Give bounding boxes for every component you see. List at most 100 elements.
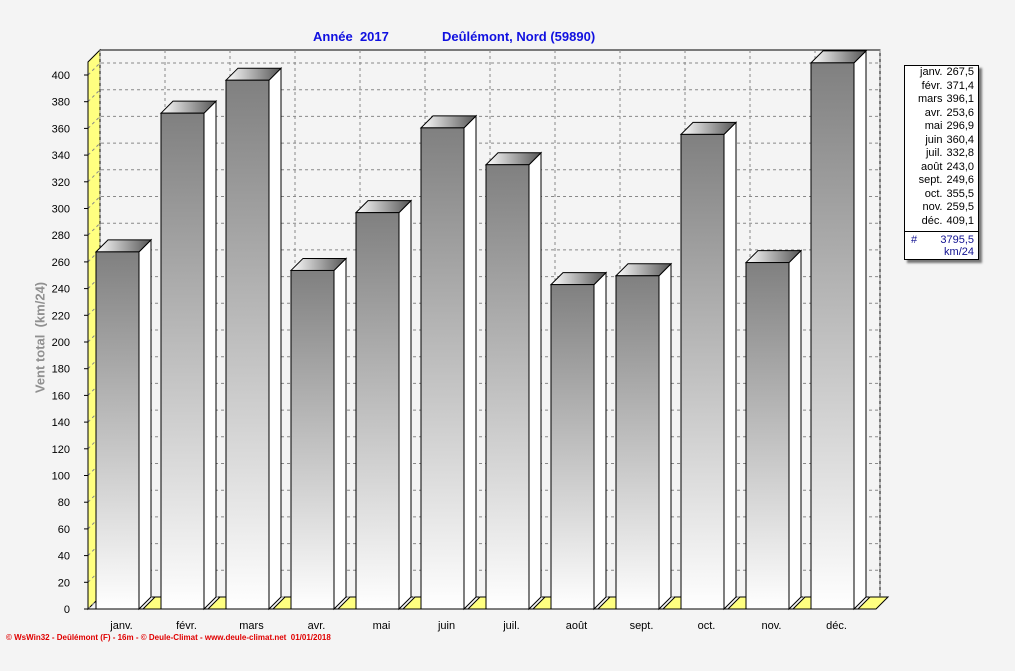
x-tick-label: nov. xyxy=(762,620,782,632)
legend-value: 259,5 xyxy=(946,201,974,213)
bar xyxy=(615,275,660,610)
x-tick-label: sept. xyxy=(630,620,654,632)
legend-row: juil. 332,8 xyxy=(905,147,978,161)
bar-side xyxy=(398,199,412,611)
y-tick-label: 140 xyxy=(52,417,70,429)
bar-side xyxy=(463,114,477,611)
x-tick-label: mai xyxy=(373,620,391,632)
legend-row: nov. 259,5 xyxy=(905,201,978,215)
x-tick-label: août xyxy=(566,620,587,632)
y-tick-label: 400 xyxy=(52,70,70,82)
footer-credit: © WsWin32 - Deûlémont (F) - 16m - © Deul… xyxy=(6,633,331,642)
x-tick-label: avr. xyxy=(308,620,326,632)
bar-side xyxy=(723,121,737,611)
y-tick-label: 300 xyxy=(52,204,70,216)
total-unit: km/24 xyxy=(944,246,974,258)
y-tick-label: 160 xyxy=(52,390,70,402)
y-tick-label: 340 xyxy=(52,150,70,162)
legend-month: déc. xyxy=(921,214,943,227)
legend-month: févr. xyxy=(921,79,943,92)
legend-value: 267,5 xyxy=(946,66,974,78)
total-symbol: # xyxy=(911,234,918,246)
y-tick-label: 60 xyxy=(58,524,70,536)
x-tick-label: janv. xyxy=(109,620,132,632)
legend-row: déc. 409,1 xyxy=(905,215,978,229)
y-tick-label: 380 xyxy=(52,97,70,109)
bar xyxy=(680,133,725,610)
legend-value: 332,8 xyxy=(946,147,974,159)
legend-month: nov. xyxy=(922,201,943,213)
legend-month: août xyxy=(921,160,943,173)
bar xyxy=(550,284,595,610)
gridline xyxy=(87,222,880,236)
legend-row: sept. 249,6 xyxy=(905,174,978,188)
y-tick-label: 200 xyxy=(52,337,70,349)
floor-patch xyxy=(856,596,890,610)
bar-side xyxy=(333,257,347,611)
y-tick-label: 360 xyxy=(52,123,70,135)
y-tick-label: 260 xyxy=(52,257,70,269)
legend-row: avr. 253,6 xyxy=(905,107,978,121)
gridline xyxy=(87,89,880,103)
legend-month: juin xyxy=(925,133,943,146)
bar-side xyxy=(528,151,542,611)
legend-month: oct. xyxy=(924,187,943,200)
bar xyxy=(160,112,205,610)
y-tick-label: 40 xyxy=(58,551,70,563)
bar-side xyxy=(788,249,802,611)
legend-row: janv. 267,5 xyxy=(905,66,978,80)
legend-month: mai xyxy=(924,120,943,132)
y-tick-label: 240 xyxy=(52,284,70,296)
bar-side xyxy=(658,262,672,611)
bar-side xyxy=(203,99,217,611)
legend-value: 249,6 xyxy=(946,174,974,186)
legend-row: juin 360,4 xyxy=(905,134,978,148)
legend-value: 296,9 xyxy=(946,120,974,132)
bar xyxy=(225,79,270,610)
bar-side xyxy=(853,49,867,611)
x-tick-label: juin xyxy=(437,620,455,632)
bar xyxy=(290,269,335,610)
y-tick-label: 320 xyxy=(52,177,70,189)
legend-value: 409,1 xyxy=(946,214,974,227)
x-tick-label: juil. xyxy=(502,620,520,632)
y-tick-label: 180 xyxy=(52,364,70,376)
legend: janv. 267,5 févr. 371,4 mars 396,1 avr. 253,6 ma… xyxy=(904,65,979,260)
y-tick-label: 100 xyxy=(52,471,70,483)
x-tick-label: févr. xyxy=(176,620,197,632)
y-tick-label: 0 xyxy=(64,604,70,616)
gridline xyxy=(87,169,880,183)
bar-side xyxy=(138,238,152,611)
legend-value: 243,0 xyxy=(946,160,974,173)
legend-total: #3795,5 km/24 xyxy=(905,231,978,259)
bar-side xyxy=(268,66,282,611)
chart-title-year: Année 2017 xyxy=(313,29,389,44)
x-tick-label: mars xyxy=(239,620,264,632)
bar xyxy=(95,251,140,610)
bar xyxy=(485,164,530,610)
legend-row: août 243,0 xyxy=(905,161,978,175)
chart-title-location: Deûlémont, Nord (59890) xyxy=(442,29,596,44)
legend-month: sept. xyxy=(918,174,943,186)
legend-value: 360,4 xyxy=(946,133,974,146)
x-tick-label: déc. xyxy=(826,620,847,632)
legend-month: mars xyxy=(918,93,943,105)
legend-row: févr. 371,4 xyxy=(905,80,978,94)
legend-value: 371,4 xyxy=(946,79,974,92)
legend-value: 253,6 xyxy=(946,106,974,119)
bar xyxy=(420,127,465,610)
legend-row: mai 296,9 xyxy=(905,120,978,134)
legend-month: avr. xyxy=(924,106,943,119)
y-axis-label: Vent total (km/24) xyxy=(32,281,48,394)
y-tick-label: 80 xyxy=(58,497,70,509)
bar xyxy=(810,62,855,610)
x-tick-label: oct. xyxy=(698,620,716,632)
legend-month: janv. xyxy=(920,66,943,78)
y-tick-label: 220 xyxy=(52,310,70,322)
bar xyxy=(355,212,400,610)
y-tick-label: 280 xyxy=(52,230,70,242)
y-tick-label: 120 xyxy=(52,444,70,456)
legend-row: mars 396,1 xyxy=(905,93,978,107)
